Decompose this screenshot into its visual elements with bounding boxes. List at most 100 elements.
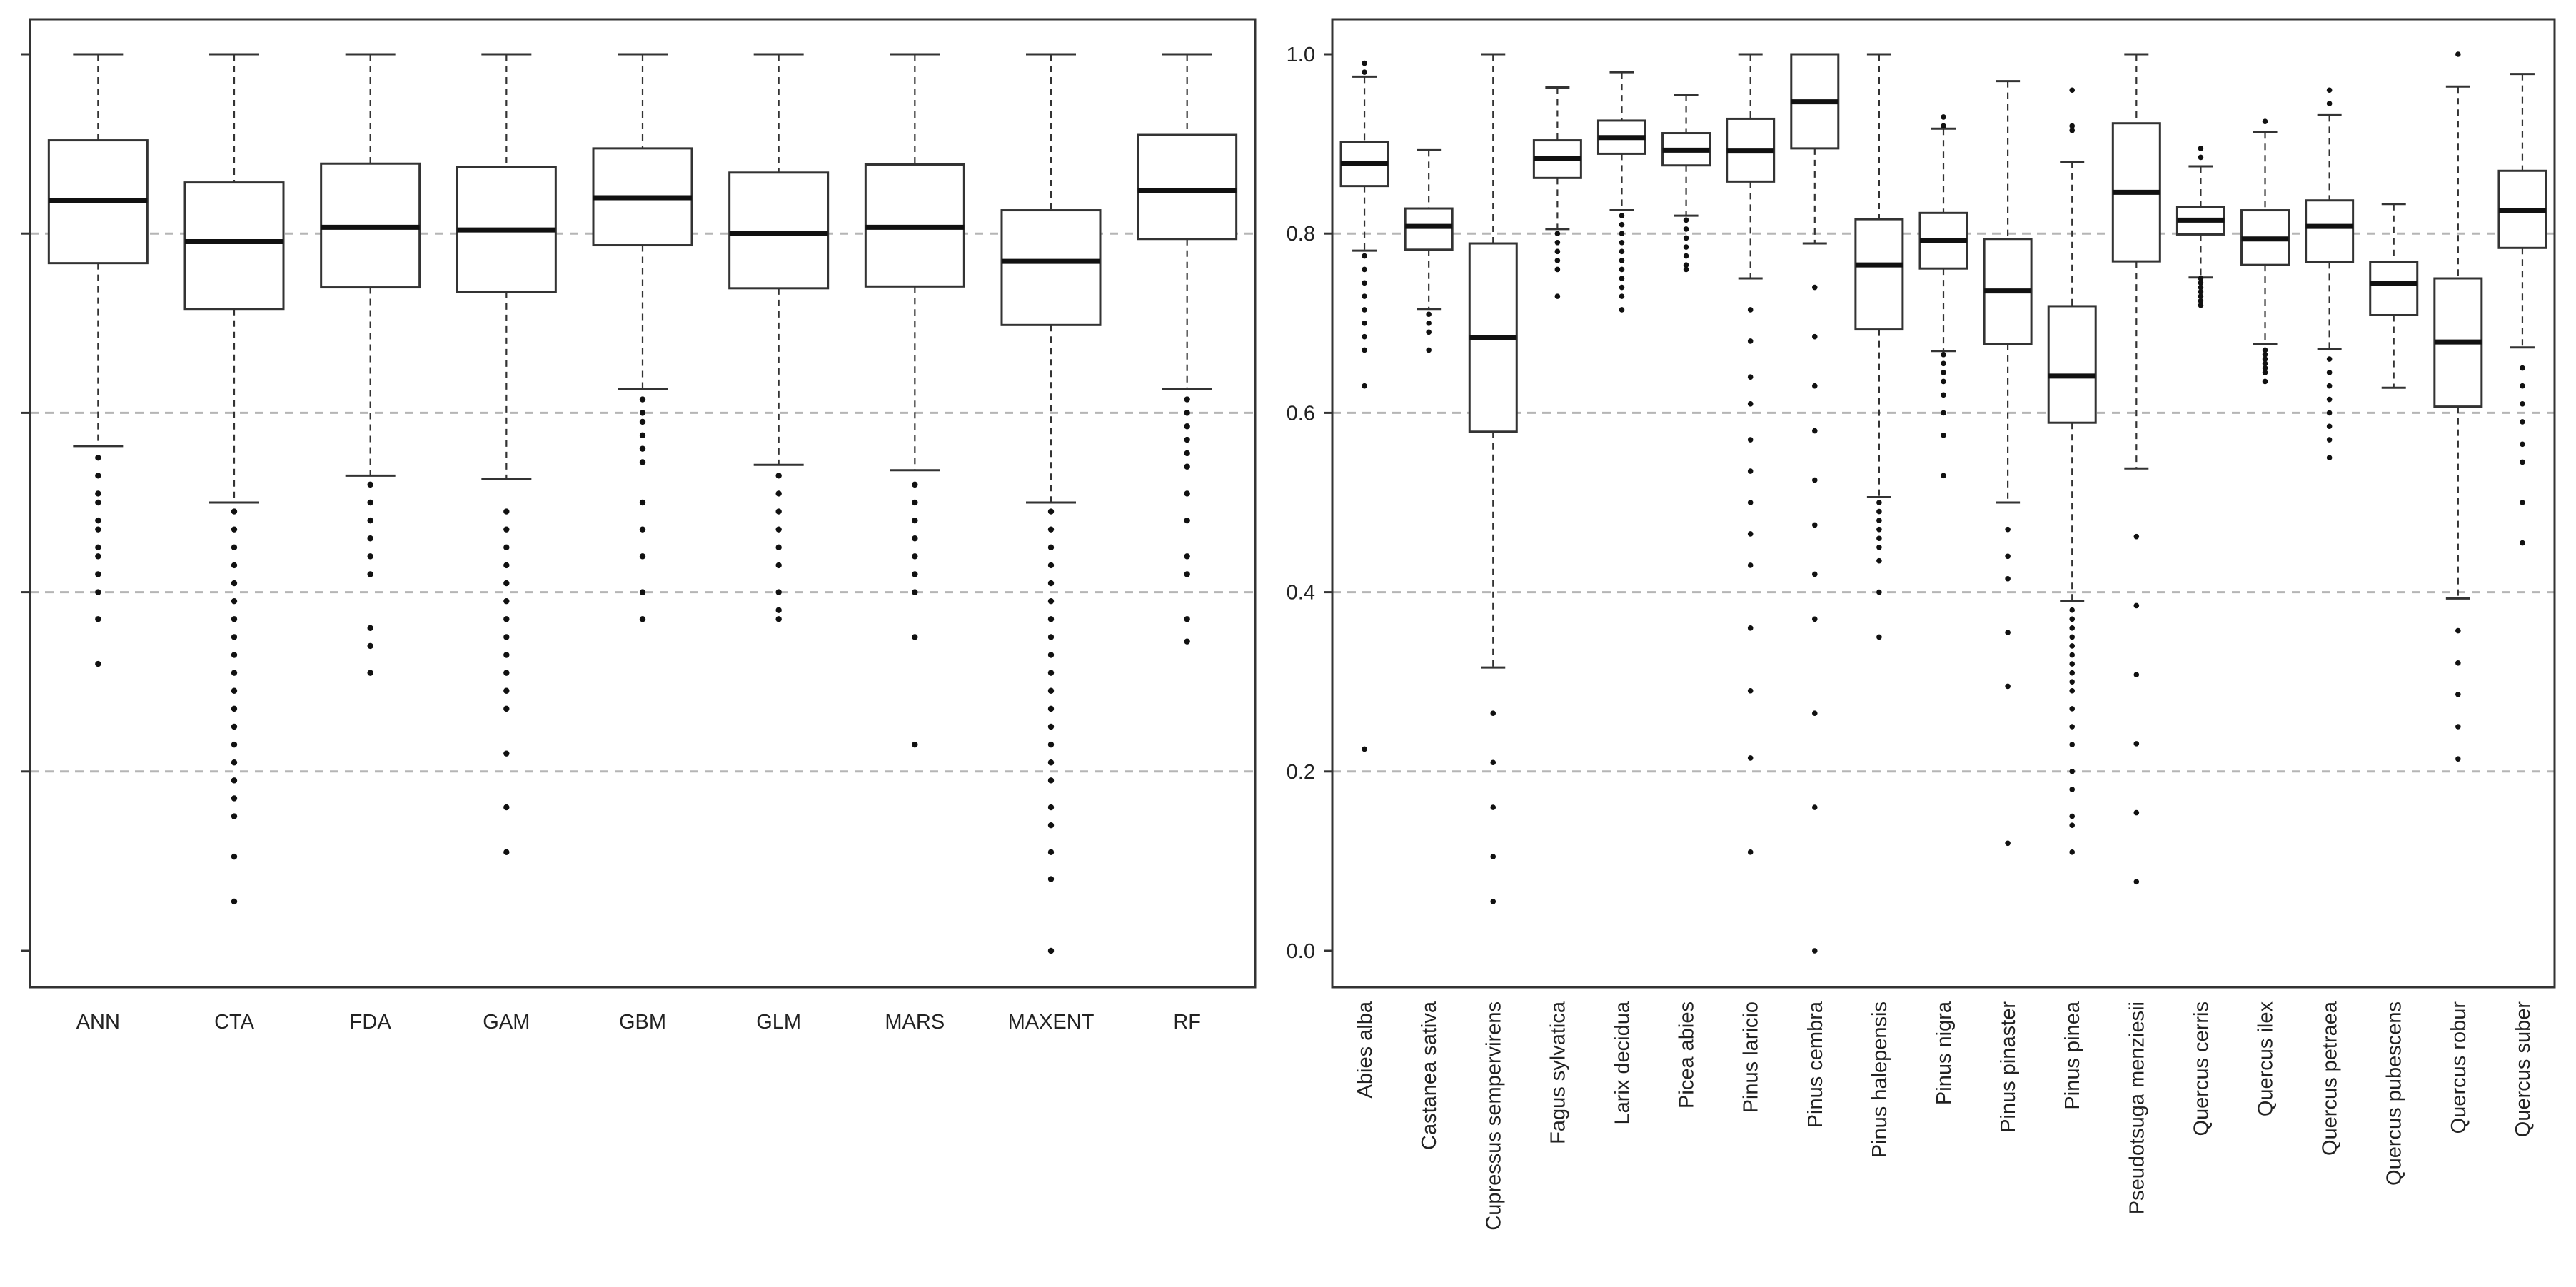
outlier-point: [95, 589, 101, 595]
outlier-point: [1184, 436, 1190, 443]
outlier-point: [2133, 809, 2140, 816]
outlier-point: [95, 490, 101, 497]
outlier-point: [1047, 822, 1055, 829]
outlier-point: [2262, 370, 2268, 375]
outlier-point: [912, 571, 918, 577]
outlier-point: [1747, 307, 1754, 313]
outlier-point: [1047, 777, 1055, 784]
outlier-point: [231, 898, 238, 905]
outlier-point: [2198, 146, 2204, 151]
outlier-point: [1047, 652, 1055, 658]
left-box-6: [864, 53, 965, 748]
left-boxplot-panel: ANN CTA FDA GAM GBM GLM MARS MAXENT RF: [21, 18, 1257, 1034]
outlier-point: [1362, 321, 1367, 326]
outlier-point: [503, 526, 510, 533]
interquartile-box: [1854, 218, 1904, 331]
outlier-point: [95, 660, 101, 667]
outlier-point: [2133, 879, 2140, 885]
outlier-point: [231, 597, 238, 605]
outlier-point: [1941, 351, 1946, 358]
outlier-point: [2262, 356, 2268, 362]
outlier-point: [1876, 508, 1882, 515]
right-boxplot-panel: 0.0 0.2 0.4 0.6 0.8 1.0 Abies alba Castanea sat…: [1287, 18, 2556, 1231]
outlier-point: [503, 616, 510, 622]
outlier-point: [1941, 123, 1946, 129]
outlier-point: [2133, 672, 2140, 677]
outlier-point: [1362, 253, 1367, 259]
outlier-point: [1747, 849, 1754, 855]
outlier-point: [2069, 123, 2076, 129]
outlier-point: [639, 410, 646, 416]
outlier-point: [1490, 899, 1496, 904]
outlier-point: [1811, 428, 1818, 434]
outlier-point: [1490, 710, 1496, 716]
outlier-point: [1554, 231, 1561, 237]
outlier-point: [1362, 60, 1367, 66]
outlier-point: [2069, 643, 2076, 649]
outlier-point: [1047, 634, 1055, 640]
right-category-label: Castanea sativa: [1418, 1001, 1441, 1150]
outlier-point: [2455, 51, 2461, 57]
outlier-point: [2326, 383, 2333, 389]
right-category-label: Quercus suber: [2512, 1001, 2535, 1138]
right-box-16: [2369, 203, 2419, 389]
outlier-point: [1811, 522, 1818, 528]
outlier-point: [2262, 360, 2268, 367]
outlier-point: [1619, 239, 1625, 246]
outlier-point: [775, 616, 782, 622]
outlier-point: [1047, 759, 1055, 766]
outlier-point: [503, 687, 510, 694]
outlier-point: [2198, 276, 2204, 281]
outlier-point: [2069, 706, 2076, 712]
outlier-point: [2326, 423, 2333, 430]
outlier-point: [2262, 378, 2268, 385]
outlier-point: [2069, 849, 2076, 855]
outlier-point: [503, 597, 510, 605]
outlier-point: [2198, 302, 2204, 308]
right-y-tick-label: 0.8: [1287, 223, 1315, 246]
left-box-2: [320, 53, 421, 676]
outlier-point: [231, 652, 238, 658]
outlier-point: [1426, 347, 1432, 353]
outlier-point: [1047, 804, 1055, 811]
right-box-14: [2240, 118, 2290, 385]
outlier-point: [1876, 500, 1882, 505]
outlier-point: [231, 526, 238, 533]
right-box-7: [1790, 53, 1840, 954]
right-category-label: Pinus nigra: [1933, 1001, 1956, 1105]
outlier-point: [1047, 741, 1055, 748]
outlier-point: [231, 687, 238, 694]
right-box-6: [1726, 53, 1776, 855]
outlier-point: [1619, 293, 1625, 299]
outlier-point: [367, 481, 373, 488]
outlier-point: [503, 652, 510, 658]
left-category-label: GLM: [756, 1011, 801, 1034]
right-box-4: [1596, 71, 1646, 313]
outlier-point: [2262, 351, 2268, 358]
outlier-point: [2520, 500, 2525, 505]
outlier-point: [1811, 804, 1818, 810]
outlier-point: [1184, 571, 1190, 577]
outlier-point: [1876, 589, 1882, 595]
outlier-point: [2520, 383, 2525, 389]
outlier-point: [775, 490, 782, 497]
outlier-point: [1683, 226, 1689, 232]
outlier-point: [2133, 533, 2140, 540]
outlier-point: [2262, 365, 2268, 371]
outlier-point: [1490, 854, 1496, 859]
outlier-point: [1184, 450, 1190, 457]
outlier-point: [503, 750, 510, 757]
outlier-point: [639, 589, 646, 595]
outlier-point: [1184, 396, 1190, 403]
outlier-point: [503, 580, 510, 587]
outlier-point: [231, 741, 238, 748]
outlier-point: [367, 642, 373, 650]
outlier-point: [2069, 616, 2076, 622]
outlier-point: [1184, 517, 1190, 524]
outlier-point: [2198, 289, 2204, 295]
left-category-label: ANN: [76, 1011, 120, 1034]
outlier-point: [1941, 360, 1946, 367]
outlier-point: [1362, 280, 1367, 286]
right-box-11: [2047, 87, 2097, 855]
outlier-point: [1362, 333, 1367, 340]
